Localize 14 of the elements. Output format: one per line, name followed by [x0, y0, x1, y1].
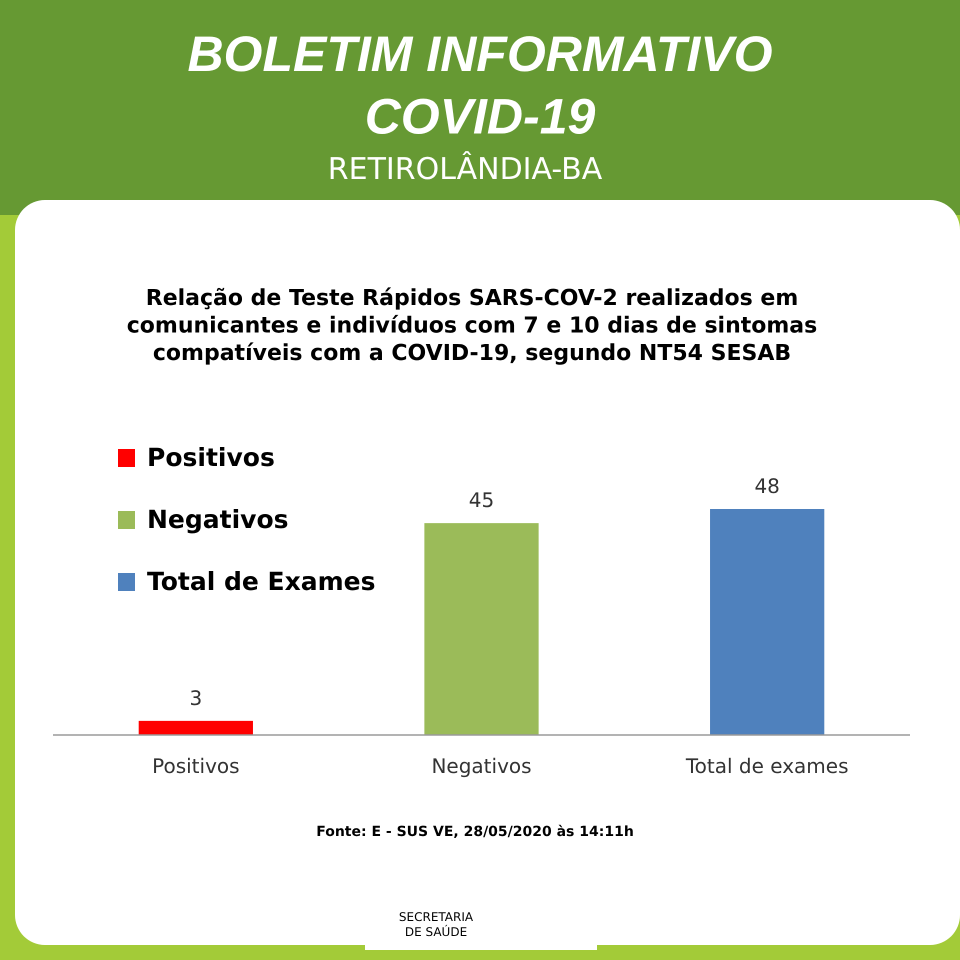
- chart-title: BOLETIM INFORMATIVO COVID-19: [187, 26, 773, 144]
- text: RETIROLÂNDIA-BA: [328, 151, 603, 187]
- x-tick-label: Total de exames: [684, 754, 849, 778]
- data-label: 3: [189, 686, 202, 710]
- x-tick-label: Positivos: [152, 754, 240, 778]
- legend-label: Negativos: [147, 505, 289, 534]
- text: SECRETARIA DE SAÚDE: [398, 910, 474, 939]
- data-label: 45: [468, 488, 494, 512]
- legend-label: Positivos: [147, 443, 275, 472]
- data-label: 48: [754, 474, 780, 498]
- legend-label: Total de Exames: [147, 567, 376, 596]
- chart-subtitle: Relação de Teste Rápidos SARS-COV-2 realizados em comunicantes e indivíduos com 7 e 10 dias de sintomas compatíveis com a COVID-19, segundo NT54 SESAB: [126, 286, 818, 366]
- x-tick-label: Negativos: [431, 754, 532, 778]
- source-note: Fonte: E - SUS VE, 28/05/2020 às 14:11h: [316, 824, 634, 840]
